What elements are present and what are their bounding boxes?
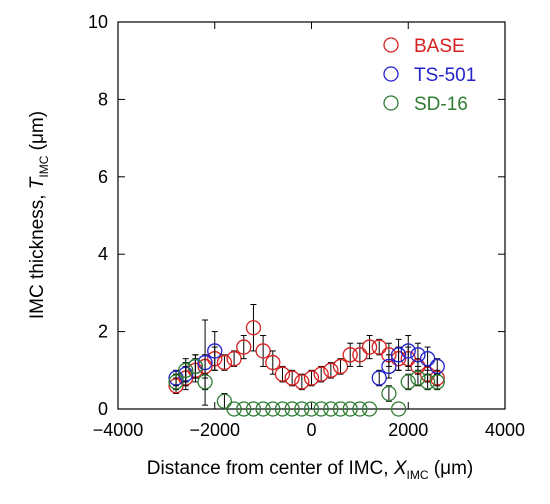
- data-point: [226, 401, 242, 417]
- y-tick-label: 10: [88, 12, 108, 32]
- data-point: [245, 401, 262, 417]
- data-point: [390, 401, 407, 417]
- x-tick-label: 4000: [485, 420, 525, 440]
- y-tick-label: 2: [98, 322, 108, 342]
- data-point: [284, 401, 300, 417]
- series-sd-16: [168, 354, 445, 417]
- y-tick-label: 6: [98, 167, 108, 187]
- data-point: [187, 358, 204, 375]
- data-point: [274, 366, 291, 382]
- data-point: [429, 374, 445, 390]
- data-point: [245, 320, 262, 336]
- data-point: [207, 343, 223, 359]
- x-tick-label: −4000: [93, 420, 144, 440]
- data-point: [381, 385, 397, 402]
- legend-marker: [383, 95, 399, 111]
- data-point: [410, 370, 426, 386]
- y-tick-label: 8: [98, 89, 108, 109]
- legend-label: BASE: [414, 36, 465, 57]
- data-point: [352, 401, 368, 417]
- data-point: [352, 347, 368, 363]
- data-point: [294, 401, 310, 417]
- data-point: [216, 393, 233, 409]
- data-point: [197, 354, 213, 371]
- data-point: [197, 374, 213, 390]
- x-tick-label: −2000: [189, 420, 240, 440]
- data-point: [284, 370, 300, 386]
- legend-marker: [383, 37, 399, 53]
- y-tick-label: 0: [98, 399, 108, 419]
- data-point: [323, 362, 339, 378]
- data-point: [419, 374, 436, 390]
- data-point: [371, 339, 387, 355]
- data-point: [410, 347, 426, 363]
- data-point: [313, 401, 329, 417]
- legend-marker: [383, 66, 399, 82]
- data-point: [236, 339, 252, 355]
- data-point: [342, 347, 358, 363]
- data-point: [361, 401, 378, 417]
- data-point: [313, 366, 329, 382]
- data-point: [265, 354, 281, 371]
- legend-label: SD-16: [414, 94, 468, 115]
- x-tick-label: 0: [306, 420, 316, 440]
- x-tick-label: 2000: [388, 420, 428, 440]
- x-axis-label: Distance from center of IMC, XIMC (μm): [147, 458, 473, 482]
- data-point: [274, 401, 291, 417]
- data-point: [303, 401, 320, 417]
- y-tick-label: 4: [98, 244, 108, 264]
- y-axis-label: IMC thickness, TIMC (μm): [27, 111, 51, 319]
- axis-ticks: −4000 −2000 0 2000 4000 0 2 4 6 8 10: [88, 12, 525, 440]
- legend: BASE TS-501 SD-16: [383, 36, 476, 115]
- data-point: [429, 358, 445, 375]
- data-point: [178, 362, 194, 378]
- data-point: [265, 401, 281, 417]
- data-point: [342, 401, 358, 417]
- data-point: [255, 401, 271, 417]
- data-point: [390, 347, 407, 363]
- data-point: [332, 401, 349, 417]
- data-point: [303, 370, 320, 386]
- legend-label: TS-501: [414, 65, 476, 86]
- data-point: [216, 354, 233, 371]
- data-series: [168, 304, 445, 417]
- data-point: [381, 358, 397, 375]
- data-point: [323, 401, 339, 417]
- data-point: [294, 374, 310, 390]
- data-point: [400, 343, 416, 359]
- data-point: [361, 339, 378, 355]
- data-point: [236, 401, 252, 417]
- data-point: [400, 374, 416, 390]
